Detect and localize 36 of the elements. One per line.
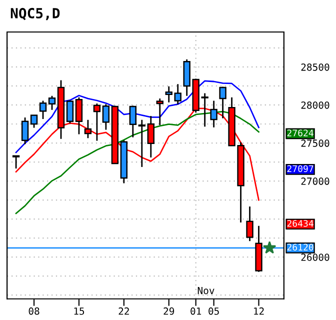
candlestick [246,206,254,242]
candlestick [156,98,164,126]
candlestick [210,100,218,128]
y-tick-label: 27000 [301,178,330,185]
annotation: Nov [198,286,214,294]
y-tick-label: 26000 [301,254,330,261]
x-tick-label: 15 [74,308,84,315]
candlestick [84,119,92,139]
candlestick [129,105,136,138]
candlestick [219,86,226,119]
chart-title: NQC5,D [10,8,60,20]
candlestick [147,115,154,158]
candlestick [138,119,146,168]
x-tick-label: 22 [118,307,129,315]
candlestick [165,86,172,104]
candlestick [30,114,38,128]
x-tick-label: 29 [164,307,174,315]
y-tick-label: 28000 [301,101,330,109]
text: 26434 [287,220,314,227]
x-tick-label: 01 [190,307,202,315]
candlestick [66,100,74,124]
candlestick [102,104,110,130]
candlestick [12,155,20,170]
candlestick [48,95,56,111]
text: 27624 [287,129,314,136]
x-tick-label: 08 [28,307,40,315]
y-tick-label: 27500 [301,140,330,147]
y-tick-label: 28500 [301,63,330,71]
ref-line-label: 26120 [287,244,314,251]
text: 27097 [287,165,314,172]
line-series [15,80,260,154]
candlestick [174,83,182,105]
x-tick-label: 05 [208,307,219,315]
candlestick [21,116,29,145]
x-tick-label: 12 [254,307,264,315]
candlestick [39,100,47,120]
